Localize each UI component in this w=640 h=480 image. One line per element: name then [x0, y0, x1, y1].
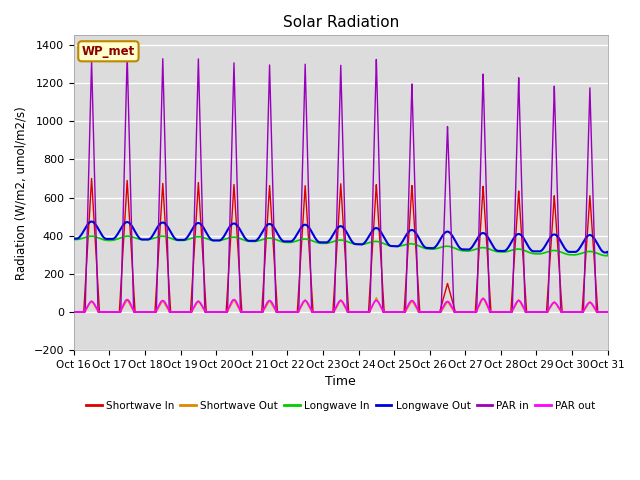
Text: WP_met: WP_met	[82, 45, 135, 58]
Y-axis label: Radiation (W/m2, umol/m2/s): Radiation (W/m2, umol/m2/s)	[15, 106, 28, 280]
X-axis label: Time: Time	[325, 375, 356, 388]
Legend: Shortwave In, Shortwave Out, Longwave In, Longwave Out, PAR in, PAR out: Shortwave In, Shortwave Out, Longwave In…	[82, 396, 600, 415]
Title: Solar Radiation: Solar Radiation	[283, 15, 399, 30]
